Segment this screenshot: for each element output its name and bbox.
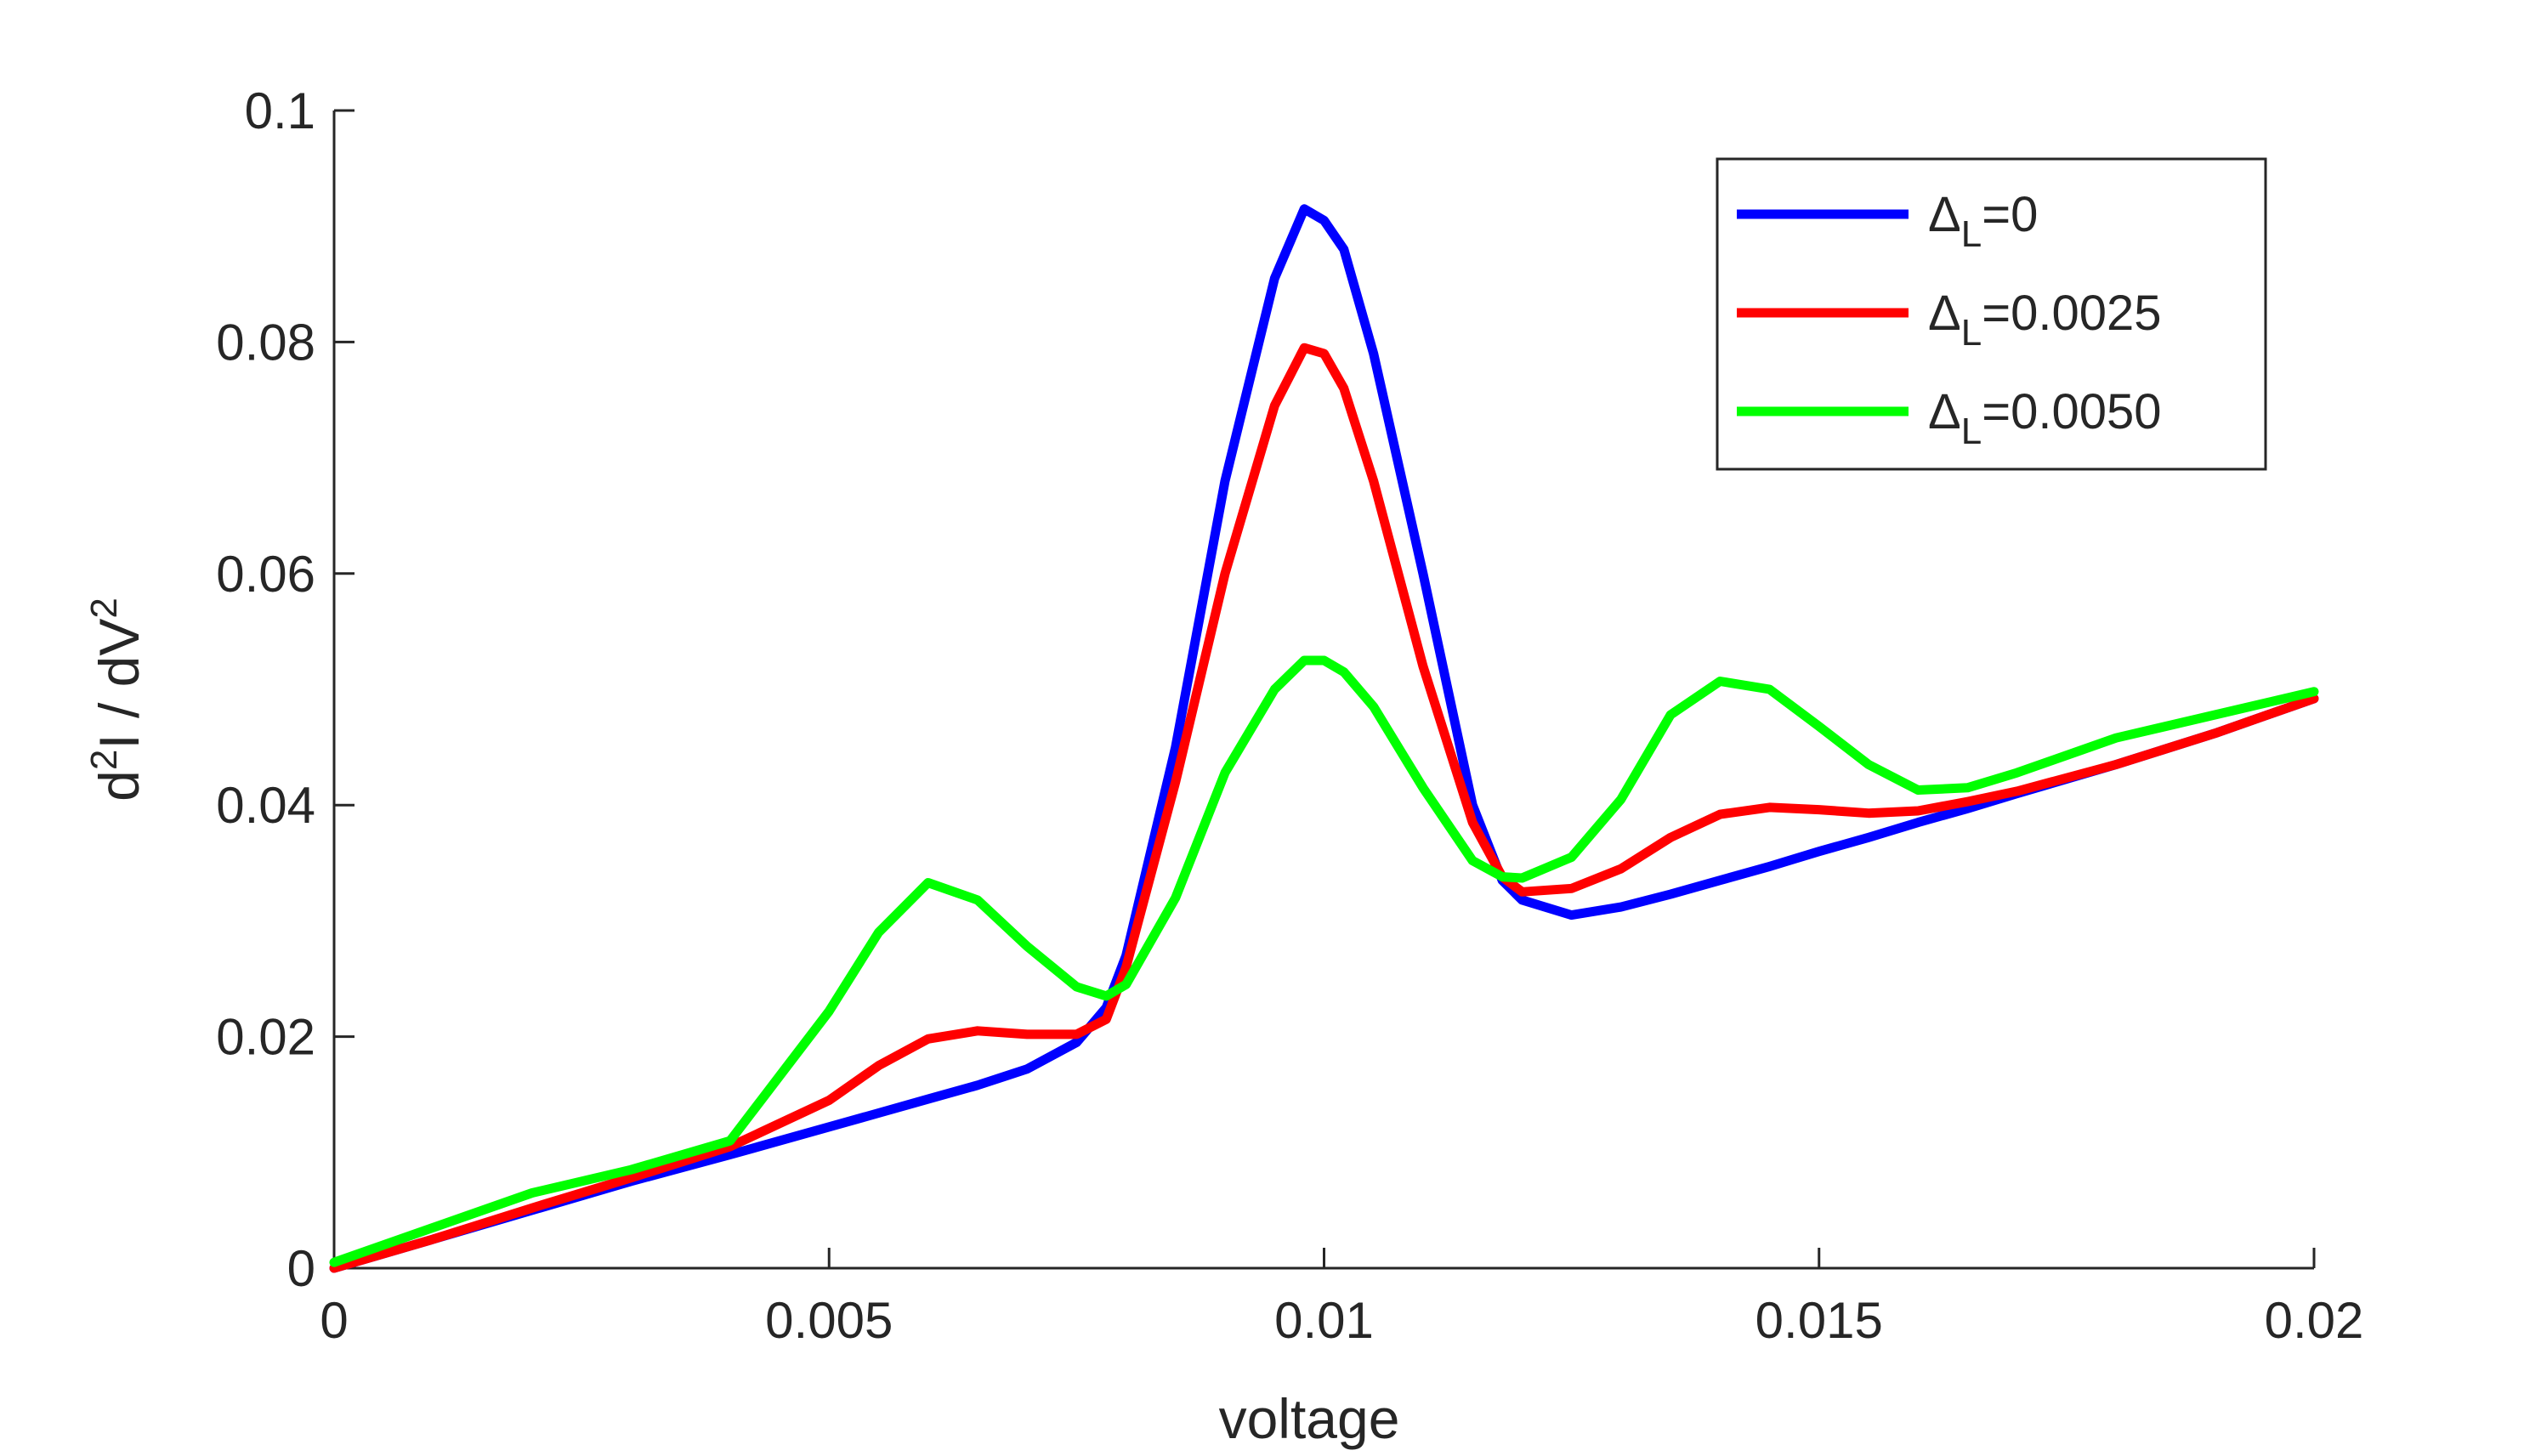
legend-label-3: ΔL=0.0050 xyxy=(1928,384,2162,452)
series-line-1 xyxy=(329,204,2319,1273)
legend-label-2: ΔL=0.0025 xyxy=(1928,286,2162,354)
x-tick-label: 0.01 xyxy=(1274,1292,1374,1349)
x-tick-label: 0.015 xyxy=(1755,1292,1883,1349)
series-layer xyxy=(329,204,2319,1273)
series-line-3 xyxy=(329,655,2319,1267)
y-tick-label: 0.04 xyxy=(216,777,315,834)
y-axis-label: d2I / dV2 xyxy=(83,598,150,802)
legend-entries: ΔL=0 ΔL=0.0025 ΔL=0.0050 xyxy=(1737,187,2162,452)
y-tick-label: 0 xyxy=(287,1240,315,1297)
y-tick-label: 0.1 xyxy=(245,82,315,139)
x-axis-label: voltage xyxy=(1219,1387,1400,1450)
legend-label-1: ΔL=0 xyxy=(1928,187,2038,255)
y-tick-label: 0.06 xyxy=(216,546,315,603)
legend: ΔL=0 ΔL=0.0025 ΔL=0.0050 xyxy=(1716,157,2267,471)
y-tick-label: 0.08 xyxy=(216,314,315,371)
x-tick-label: 0.005 xyxy=(765,1292,893,1349)
series-line-2 xyxy=(329,343,2319,1273)
y-tick-label: 0.02 xyxy=(216,1009,315,1066)
x-tick-label: 0.02 xyxy=(2265,1292,2364,1349)
axes-layer: 0 0.005 0.01 0.015 0.02 0 0.02 0.04 0.06 0.08 0.1 xyxy=(216,82,2363,1349)
x-tick-label: 0 xyxy=(320,1292,348,1349)
